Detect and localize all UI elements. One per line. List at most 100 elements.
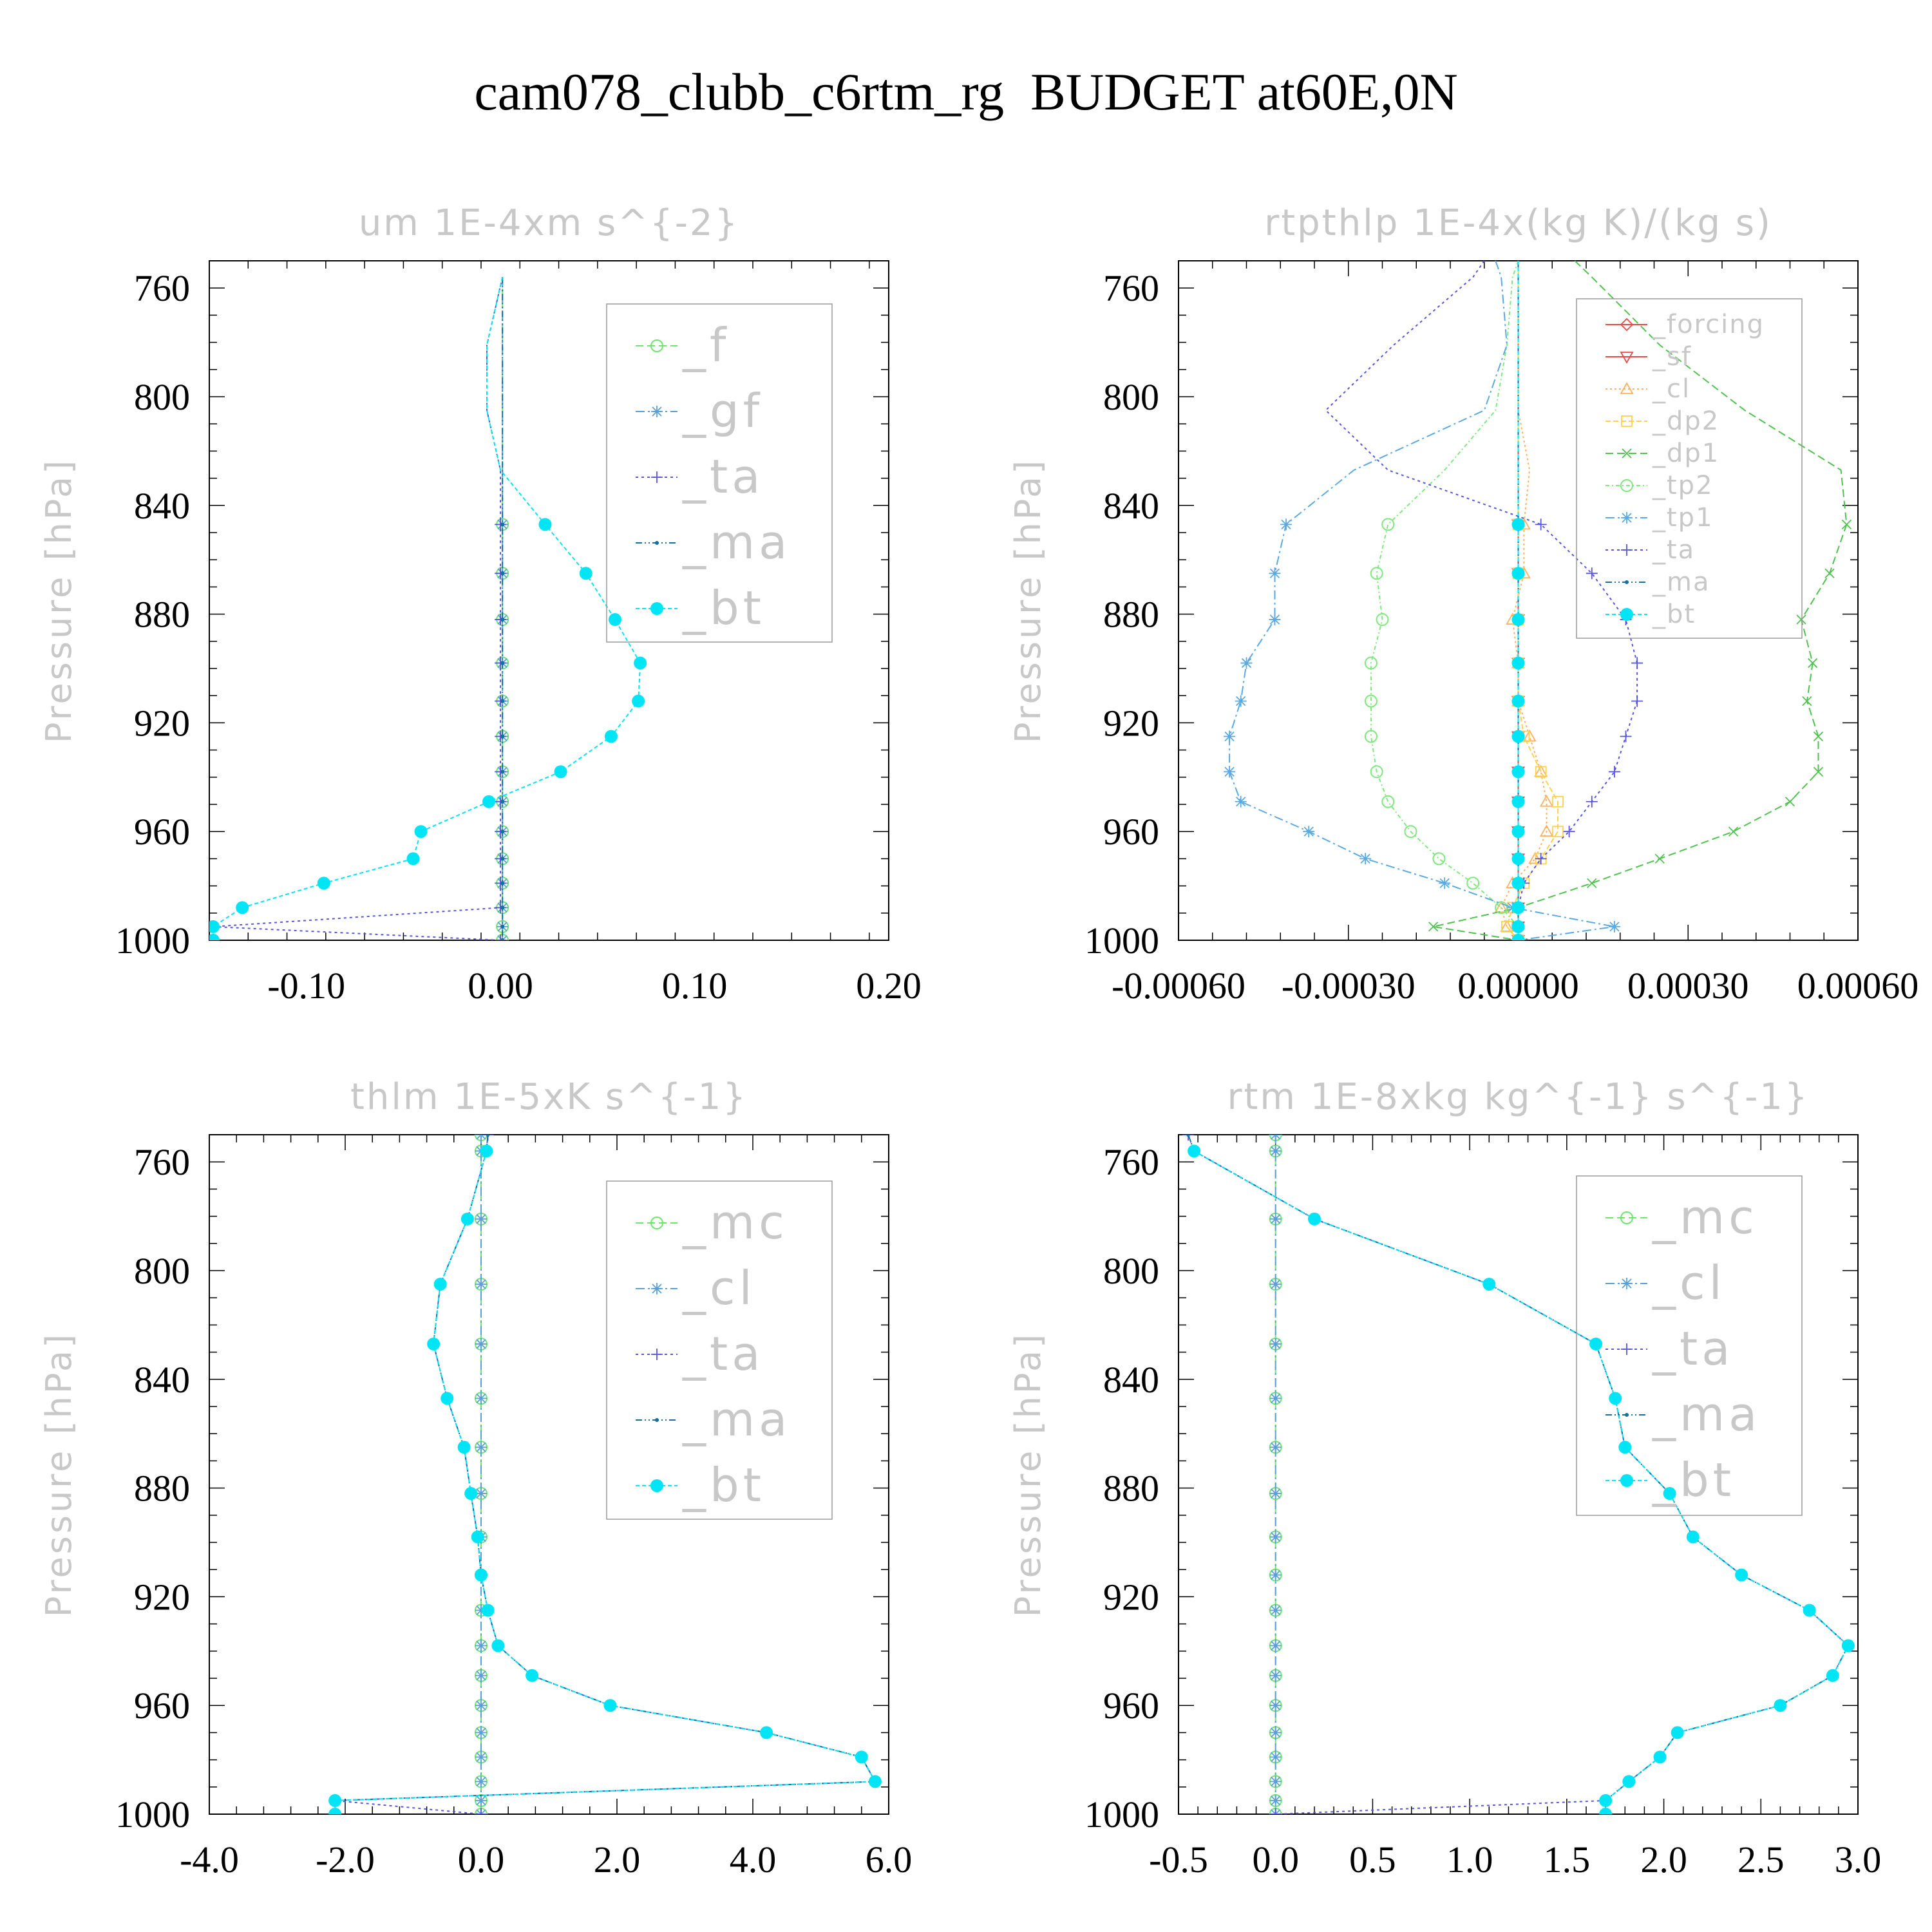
series-line-dp1 [1433, 261, 1848, 940]
legend-marker [1620, 352, 1634, 364]
x-tick-label: 0.0 [1252, 1839, 1299, 1880]
legend-label: _mc [682, 1195, 788, 1249]
data-point [1824, 568, 1835, 578]
page-title: cam078_clubb_c6rtm_rg BUDGET at60E,0N [474, 62, 1458, 121]
data-point [634, 656, 647, 670]
x-tick-label: 6.0 [866, 1839, 913, 1880]
data-point [1370, 567, 1383, 580]
x-tick-label: 0.5 [1349, 1839, 1396, 1880]
data-point [1269, 1794, 1282, 1806]
data-point [1599, 1808, 1613, 1814]
data-point [1188, 1144, 1201, 1158]
data-point [1466, 876, 1480, 890]
plot-frame [209, 260, 889, 941]
data-point [500, 905, 505, 910]
data-point [1511, 876, 1525, 890]
data-point [236, 901, 249, 914]
data-point [209, 920, 220, 933]
data-point [1563, 826, 1575, 838]
data-point [460, 1212, 474, 1226]
data-point [1439, 877, 1451, 889]
data-point [1511, 852, 1525, 866]
data-point [475, 1751, 487, 1763]
legend-marker [655, 541, 659, 545]
y-tick-label: 760 [1103, 1141, 1159, 1183]
data-point [1269, 1278, 1282, 1291]
data-point [495, 567, 507, 580]
data-point [1511, 901, 1525, 914]
chart-title: rtm 1E-8xkg kg^{-1} s^{-1} [1227, 1076, 1809, 1118]
data-point [1303, 826, 1315, 838]
data-point [1586, 795, 1598, 808]
data-point [481, 1604, 495, 1617]
legend-label: _bt [682, 1458, 765, 1512]
data-point [1511, 730, 1525, 743]
chart-title: rtpthlp 1E-4x(kg K)/(kg s) [1264, 202, 1772, 244]
data-point [1796, 614, 1806, 625]
data-point [495, 766, 507, 778]
legend-marker [1622, 448, 1632, 459]
legend-marker [1620, 317, 1634, 332]
legend-label: _dp2 [1652, 406, 1719, 436]
data-point [1269, 567, 1281, 580]
data-point [1539, 824, 1553, 837]
data-point [500, 522, 505, 527]
x-tick-label: 0.10 [662, 965, 728, 1007]
y-tick-label: 920 [134, 702, 190, 744]
data-point [1269, 1669, 1282, 1681]
legend-marker [1621, 1278, 1633, 1289]
chart-3: 760 800 840 880 920 960 1000-4.0 -2.0 0.0 2.0 4.0 6… [39, 1076, 912, 1880]
data-point [482, 795, 496, 808]
data-point [1269, 1808, 1282, 1814]
data-point [475, 1213, 487, 1225]
data-point [1235, 795, 1247, 808]
x-tick-label: 0.20 [856, 965, 922, 1007]
data-point [1841, 519, 1852, 529]
y-axis-label: Pressure [hPa] [1008, 1332, 1048, 1617]
data-point [1428, 922, 1439, 932]
data-point [1511, 694, 1525, 708]
y-tick-label: 920 [134, 1576, 190, 1618]
data-point [1364, 656, 1378, 670]
data-point [433, 1278, 447, 1291]
legend-box [1576, 1175, 1803, 1516]
legend-label: _ma [1652, 1387, 1761, 1441]
x-tick-label: -0.00030 [1282, 965, 1416, 1007]
data-point [495, 934, 507, 940]
data-point [475, 1727, 487, 1739]
series-line-bt [334, 1151, 876, 1814]
data-point [500, 881, 505, 886]
data-point [1182, 1135, 1195, 1141]
data-point [1224, 766, 1236, 778]
data-point [1511, 613, 1525, 627]
legend-marker [1620, 382, 1634, 394]
x-tick-label: -0.5 [1149, 1839, 1208, 1880]
data-point [1586, 567, 1598, 580]
y-tick-label: 880 [134, 594, 190, 636]
data-point [475, 1700, 487, 1712]
data-point [1376, 613, 1389, 627]
y-tick-label: 920 [1103, 1576, 1159, 1618]
data-point [1308, 1212, 1321, 1226]
data-point [495, 614, 507, 626]
data-point [1511, 656, 1525, 670]
y-tick-label: 1000 [1084, 920, 1159, 961]
data-point [1224, 730, 1236, 743]
data-point [1269, 1338, 1282, 1350]
legend-marker [1620, 1474, 1633, 1487]
x-tick-label: 0.00000 [1457, 965, 1579, 1007]
data-point [1671, 1726, 1684, 1739]
data-point [500, 571, 505, 576]
data-point [1728, 826, 1739, 837]
data-point [1432, 852, 1446, 866]
data-point [1235, 695, 1247, 707]
legend-marker [1621, 512, 1633, 524]
data-point [1511, 825, 1525, 838]
data-point [1381, 795, 1395, 808]
x-tick-label: -0.10 [267, 965, 345, 1007]
data-point [1511, 920, 1525, 933]
data-point [475, 1441, 487, 1454]
y-tick-label: 760 [134, 267, 190, 309]
data-point [526, 1669, 539, 1682]
data-point [1269, 1604, 1282, 1616]
